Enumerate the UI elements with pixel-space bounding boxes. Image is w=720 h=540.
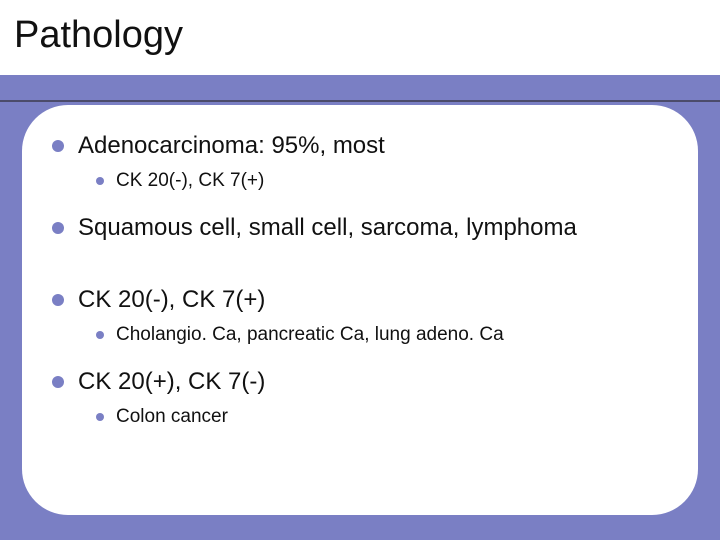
content-card: Adenocarcinoma: 95%, most CK 20(-), CK 7… (22, 105, 698, 515)
list-subitem: Cholangio. Ca, pancreatic Ca, lung adeno… (96, 323, 668, 347)
list-subitem-text: Cholangio. Ca, pancreatic Ca, lung adeno… (116, 323, 504, 347)
list-item-text: CK 20(-), CK 7(+) (78, 285, 265, 315)
list-item: Adenocarcinoma: 95%, most (52, 131, 668, 161)
bullet-icon (96, 177, 104, 185)
list-subitem-text: CK 20(-), CK 7(+) (116, 169, 264, 193)
bullet-icon (52, 294, 64, 306)
list-subitem-text: Colon cancer (116, 405, 228, 429)
list-item: Squamous cell, small cell, sarcoma, lymp… (52, 213, 668, 243)
divider (0, 100, 720, 102)
list-item-text: Squamous cell, small cell, sarcoma, lymp… (78, 213, 577, 243)
list-item: CK 20(+), CK 7(-) (52, 367, 668, 397)
list-subitem: Colon cancer (96, 405, 668, 429)
bullet-icon (52, 140, 64, 152)
list-item-text: Adenocarcinoma: 95%, most (78, 131, 385, 161)
list-subitem: CK 20(-), CK 7(+) (96, 169, 668, 193)
list-item: CK 20(-), CK 7(+) (52, 285, 668, 315)
slide: Pathology Adenocarcinoma: 95%, most CK 2… (0, 0, 720, 540)
title-bar: Pathology (0, 0, 720, 78)
bullet-icon (52, 222, 64, 234)
bullet-icon (52, 376, 64, 388)
bullet-icon (96, 331, 104, 339)
slide-title: Pathology (14, 14, 183, 57)
list-item-text: CK 20(+), CK 7(-) (78, 367, 265, 397)
bullet-icon (96, 413, 104, 421)
